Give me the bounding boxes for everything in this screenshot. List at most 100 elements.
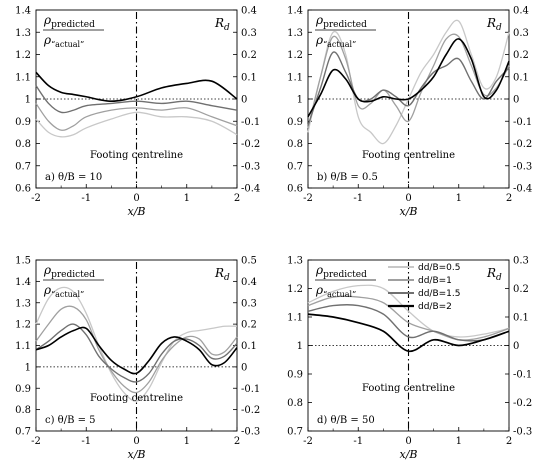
series-line-3 [307, 304, 510, 342]
x-axis-label: x/B [128, 205, 146, 218]
series-line-3 [35, 85, 238, 114]
legend: dd/B=0.5 dd/B=1 dd/B=1.5 dd/B=2 [388, 263, 461, 312]
ratio-denominator-subscript: “actual” [51, 40, 84, 49]
y-tick-label: 1.5 [15, 256, 31, 267]
panel-label: b) θ/B = 0.5 [317, 172, 378, 183]
y2-tick-label: 0.3 [513, 256, 529, 267]
x-tick-label: 1 [456, 436, 462, 447]
y2-tick-label: 0 [513, 95, 519, 106]
ratio-denominator-subscript: “actual” [323, 40, 356, 49]
series-line-2 [35, 305, 238, 394]
y-tick-label: 1.4 [287, 6, 303, 17]
y-tick-label: 1.3 [287, 28, 303, 39]
x-tick-label: 0 [405, 193, 411, 204]
y-tick-label: 1.3 [15, 298, 31, 309]
legend-entry: dd/B=1.5 [418, 289, 461, 299]
right-axis-symbol: R [486, 266, 496, 280]
y2-tick-label: 0.1 [241, 341, 257, 352]
series-line-4 [307, 313, 510, 353]
series-line-2 [307, 295, 510, 341]
y-tick-label: 1.2 [15, 320, 31, 331]
series-line-2 [35, 103, 238, 131]
x-axis-label: x/B [400, 205, 418, 218]
x-tick-label: -1 [353, 436, 363, 447]
panel-label: a) θ/B = 10 [45, 172, 102, 183]
series-line-4 [35, 71, 238, 103]
series-line-3 [35, 323, 238, 383]
right-axis-label: Rd [486, 16, 502, 33]
ratio-numerator-symbol: ρ [315, 13, 323, 27]
ratio-numerator: ρpredicted [43, 13, 95, 30]
ratio-denominator-symbol: ρ [43, 33, 51, 47]
y-tick-label: 1.2 [287, 50, 303, 61]
right-axis-subscript: d [224, 23, 230, 33]
y2-tick-label: 0.4 [241, 6, 257, 17]
y-tick-label: 1.3 [287, 256, 303, 267]
x-tick-label: 2 [234, 193, 240, 204]
ratio-numerator-symbol: ρ [315, 263, 323, 277]
x-tick-label: -2 [31, 436, 41, 447]
right-axis-subscript: d [496, 23, 502, 33]
y2-tick-label: 0.3 [241, 28, 257, 39]
y-tick-label: 0.8 [287, 139, 303, 150]
y2-tick-label: 0.1 [241, 72, 257, 83]
y-tick-label: 0.7 [15, 427, 31, 438]
series-line-3 [307, 51, 510, 126]
panel-label: d) θ/B = 50 [317, 415, 375, 426]
y-tick-label: 1.2 [15, 50, 31, 61]
ratio-denominator: ρ“actual” [315, 283, 356, 299]
y2-tick-label: -0.2 [241, 139, 260, 150]
y2-tick-label: -0.3 [241, 161, 260, 172]
y2-tick-label: -0.1 [241, 117, 260, 128]
y2-tick-label: -0.1 [513, 370, 532, 381]
ratio-numerator-subscript: predicted [323, 270, 367, 280]
y2-tick-label: -0.4 [513, 184, 532, 195]
y-tick-label: 0.6 [287, 184, 303, 195]
x-tick-label: 1 [184, 436, 190, 447]
y2-tick-label: -0.2 [513, 398, 532, 409]
ratio-numerator: ρpredicted [43, 263, 95, 280]
panel-label: c) θ/B = 5 [45, 415, 96, 426]
y-tick-label: 1.1 [287, 313, 303, 324]
x-axis-label: x/B [400, 448, 418, 461]
ratio-numerator-subscript: predicted [51, 270, 95, 280]
y-tick-label: 0.6 [15, 184, 31, 195]
ratio-numerator: ρpredicted [315, 13, 367, 30]
y-tick-label: 1 [25, 362, 31, 373]
y-tick-label: 0.9 [287, 117, 303, 128]
y-tick-label: 1.1 [15, 341, 31, 352]
y-tick-label: 1 [25, 95, 31, 106]
right-axis-symbol: R [214, 16, 224, 30]
legend-entry: dd/B=0.5 [418, 263, 461, 273]
x-tick-label: -1 [353, 193, 363, 204]
y-tick-label: 1.1 [287, 72, 303, 83]
y2-tick-label: -0.4 [241, 184, 260, 195]
ratio-numerator-symbol: ρ [43, 263, 51, 277]
ratio-denominator-subscript: “actual” [323, 290, 356, 299]
ratio-denominator-subscript: “actual” [51, 290, 84, 299]
right-axis-symbol: R [486, 16, 496, 30]
right-axis-subscript: d [224, 273, 230, 283]
series-line-4 [307, 38, 510, 118]
y2-tick-label: 0 [241, 95, 247, 106]
x-tick-label: 0 [133, 193, 139, 204]
x-tick-label: -1 [81, 436, 91, 447]
centreline-label: Footing centreline [362, 383, 455, 394]
series-line-1 [35, 111, 238, 138]
y-tick-label: 1.4 [15, 6, 31, 17]
series-line-1 [307, 284, 510, 338]
y2-tick-label: 0.2 [241, 50, 257, 61]
ratio-denominator-symbol: ρ [43, 283, 51, 297]
series-line-4 [35, 326, 238, 375]
x-tick-label: 1 [456, 193, 462, 204]
y-tick-label: 0.8 [15, 405, 31, 416]
y2-tick-label: -0.3 [513, 427, 532, 438]
y-tick-label: 0.9 [15, 117, 31, 128]
y-tick-label: 1 [297, 95, 303, 106]
x-tick-label: 0 [133, 436, 139, 447]
x-tick-label: 2 [234, 436, 240, 447]
y2-tick-label: 0.2 [241, 320, 257, 331]
right-axis-label: Rd [486, 266, 502, 283]
y-tick-label: 1.2 [287, 284, 303, 295]
